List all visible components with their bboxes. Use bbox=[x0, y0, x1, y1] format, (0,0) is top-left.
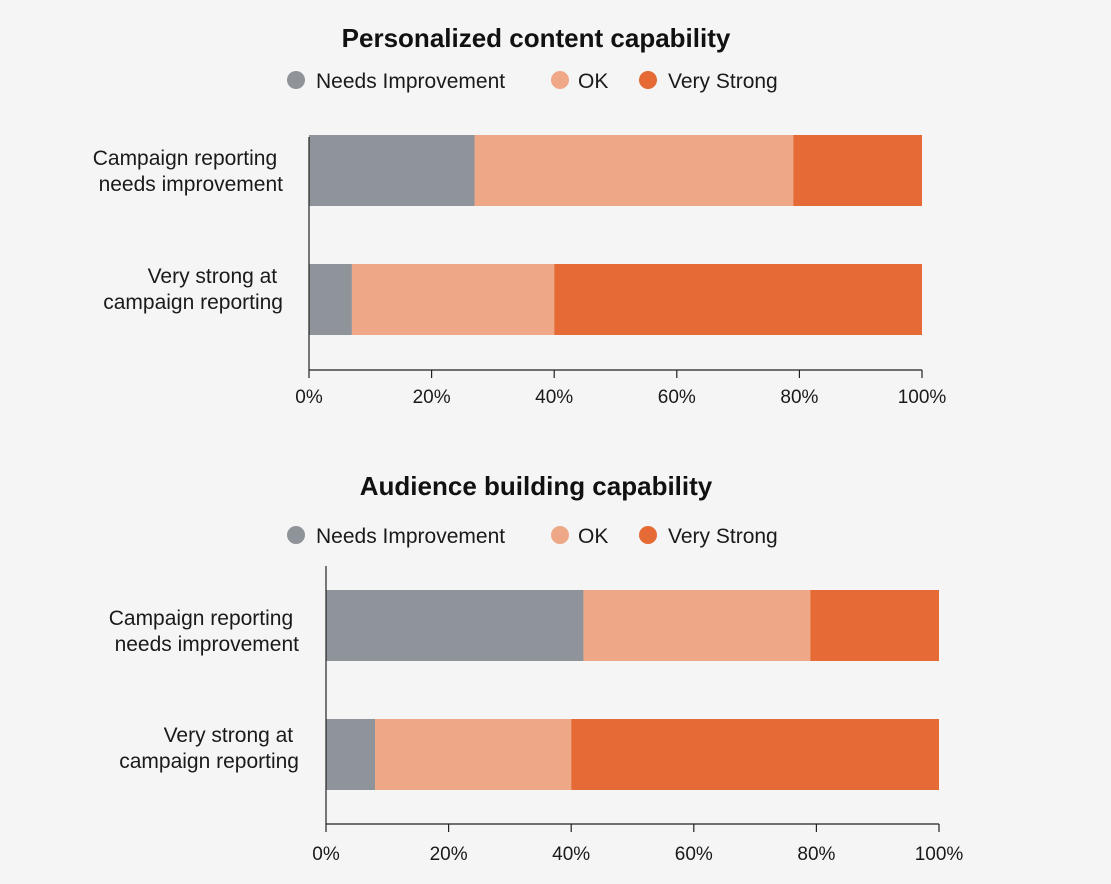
legend-item-very-strong: Very Strong bbox=[639, 70, 778, 93]
x-tick-label: 100% bbox=[898, 387, 947, 408]
chart-title: Audience building capability bbox=[360, 471, 713, 501]
bars bbox=[326, 590, 939, 790]
category-label-line: Very strong at bbox=[164, 724, 294, 747]
x-tick-label: 60% bbox=[675, 844, 713, 865]
legend-swatch-very-strong bbox=[639, 526, 657, 544]
category-label-line: needs improvement bbox=[115, 633, 300, 656]
bar-segment-needs-improvement bbox=[309, 264, 352, 335]
legend-label: Very Strong bbox=[668, 525, 778, 548]
bar-segment-ok bbox=[474, 135, 794, 206]
legend-label: Very Strong bbox=[668, 70, 778, 93]
x-tick-label: 100% bbox=[915, 844, 964, 865]
legend-item-ok: OK bbox=[551, 70, 608, 93]
chart-title: Personalized content capability bbox=[342, 23, 731, 53]
x-tick-label: 20% bbox=[430, 844, 468, 865]
category-label-line: Campaign reporting bbox=[109, 607, 293, 630]
legend: Needs Improvement OK Very Strong bbox=[287, 525, 778, 548]
legend-item-very-strong: Very Strong bbox=[639, 525, 778, 548]
chart-audience-building: Audience building capability Needs Impro… bbox=[109, 471, 964, 865]
x-ticks: 0% 20% 40% 60% 80% 100% bbox=[295, 370, 946, 408]
x-tick-label: 0% bbox=[295, 387, 323, 408]
bar-segment-needs-improvement bbox=[326, 590, 584, 661]
legend: Needs Improvement OK Very Strong bbox=[287, 70, 778, 93]
bar-segment-needs-improvement bbox=[309, 135, 475, 206]
bar-segment-ok bbox=[583, 590, 811, 661]
category-labels: Campaign reporting needs improvement Ver… bbox=[109, 607, 299, 773]
legend-item-needs-improvement: Needs Improvement bbox=[287, 70, 505, 93]
legend-swatch-needs-improvement bbox=[287, 71, 305, 89]
category-label: Campaign reporting needs improvement bbox=[93, 147, 283, 196]
x-tick-label: 40% bbox=[552, 844, 590, 865]
x-tick-label: 0% bbox=[312, 844, 340, 865]
x-tick-label: 60% bbox=[658, 387, 696, 408]
category-label-line: campaign reporting bbox=[103, 291, 283, 314]
legend-label: Needs Improvement bbox=[316, 70, 505, 93]
bar-segment-very-strong bbox=[793, 135, 922, 206]
x-tick-label: 20% bbox=[413, 387, 451, 408]
category-label: Very strong at campaign reporting bbox=[119, 724, 299, 773]
bar-segment-very-strong bbox=[571, 719, 939, 790]
bar-segment-needs-improvement bbox=[326, 719, 376, 790]
legend-swatch-very-strong bbox=[639, 71, 657, 89]
chart-personalized-content: Personalized content capability Needs Im… bbox=[93, 23, 947, 408]
legend-swatch-ok bbox=[551, 526, 569, 544]
category-label: Campaign reporting needs improvement bbox=[109, 607, 299, 656]
category-label: Very strong at campaign reporting bbox=[103, 265, 283, 314]
legend-swatch-ok bbox=[551, 71, 569, 89]
legend-item-ok: OK bbox=[551, 525, 608, 548]
legend-swatch-needs-improvement bbox=[287, 526, 305, 544]
x-tick-label: 80% bbox=[780, 387, 818, 408]
bar-segment-very-strong bbox=[554, 264, 922, 335]
x-tick-label: 40% bbox=[535, 387, 573, 408]
bar-segment-very-strong bbox=[810, 590, 939, 661]
legend-label: Needs Improvement bbox=[316, 525, 505, 548]
x-ticks: 0% 20% 40% 60% 80% 100% bbox=[312, 824, 963, 865]
legend-label: OK bbox=[578, 525, 608, 548]
category-label-line: Very strong at bbox=[148, 265, 278, 288]
legend-label: OK bbox=[578, 70, 608, 93]
x-tick-label: 80% bbox=[797, 844, 835, 865]
category-labels: Campaign reporting needs improvement Ver… bbox=[93, 147, 283, 314]
bars bbox=[309, 135, 922, 335]
bar-segment-ok bbox=[375, 719, 572, 790]
bar-segment-ok bbox=[351, 264, 555, 335]
category-label-line: Campaign reporting bbox=[93, 147, 277, 170]
category-label-line: needs improvement bbox=[99, 173, 284, 196]
legend-item-needs-improvement: Needs Improvement bbox=[287, 525, 505, 548]
category-label-line: campaign reporting bbox=[119, 750, 299, 773]
